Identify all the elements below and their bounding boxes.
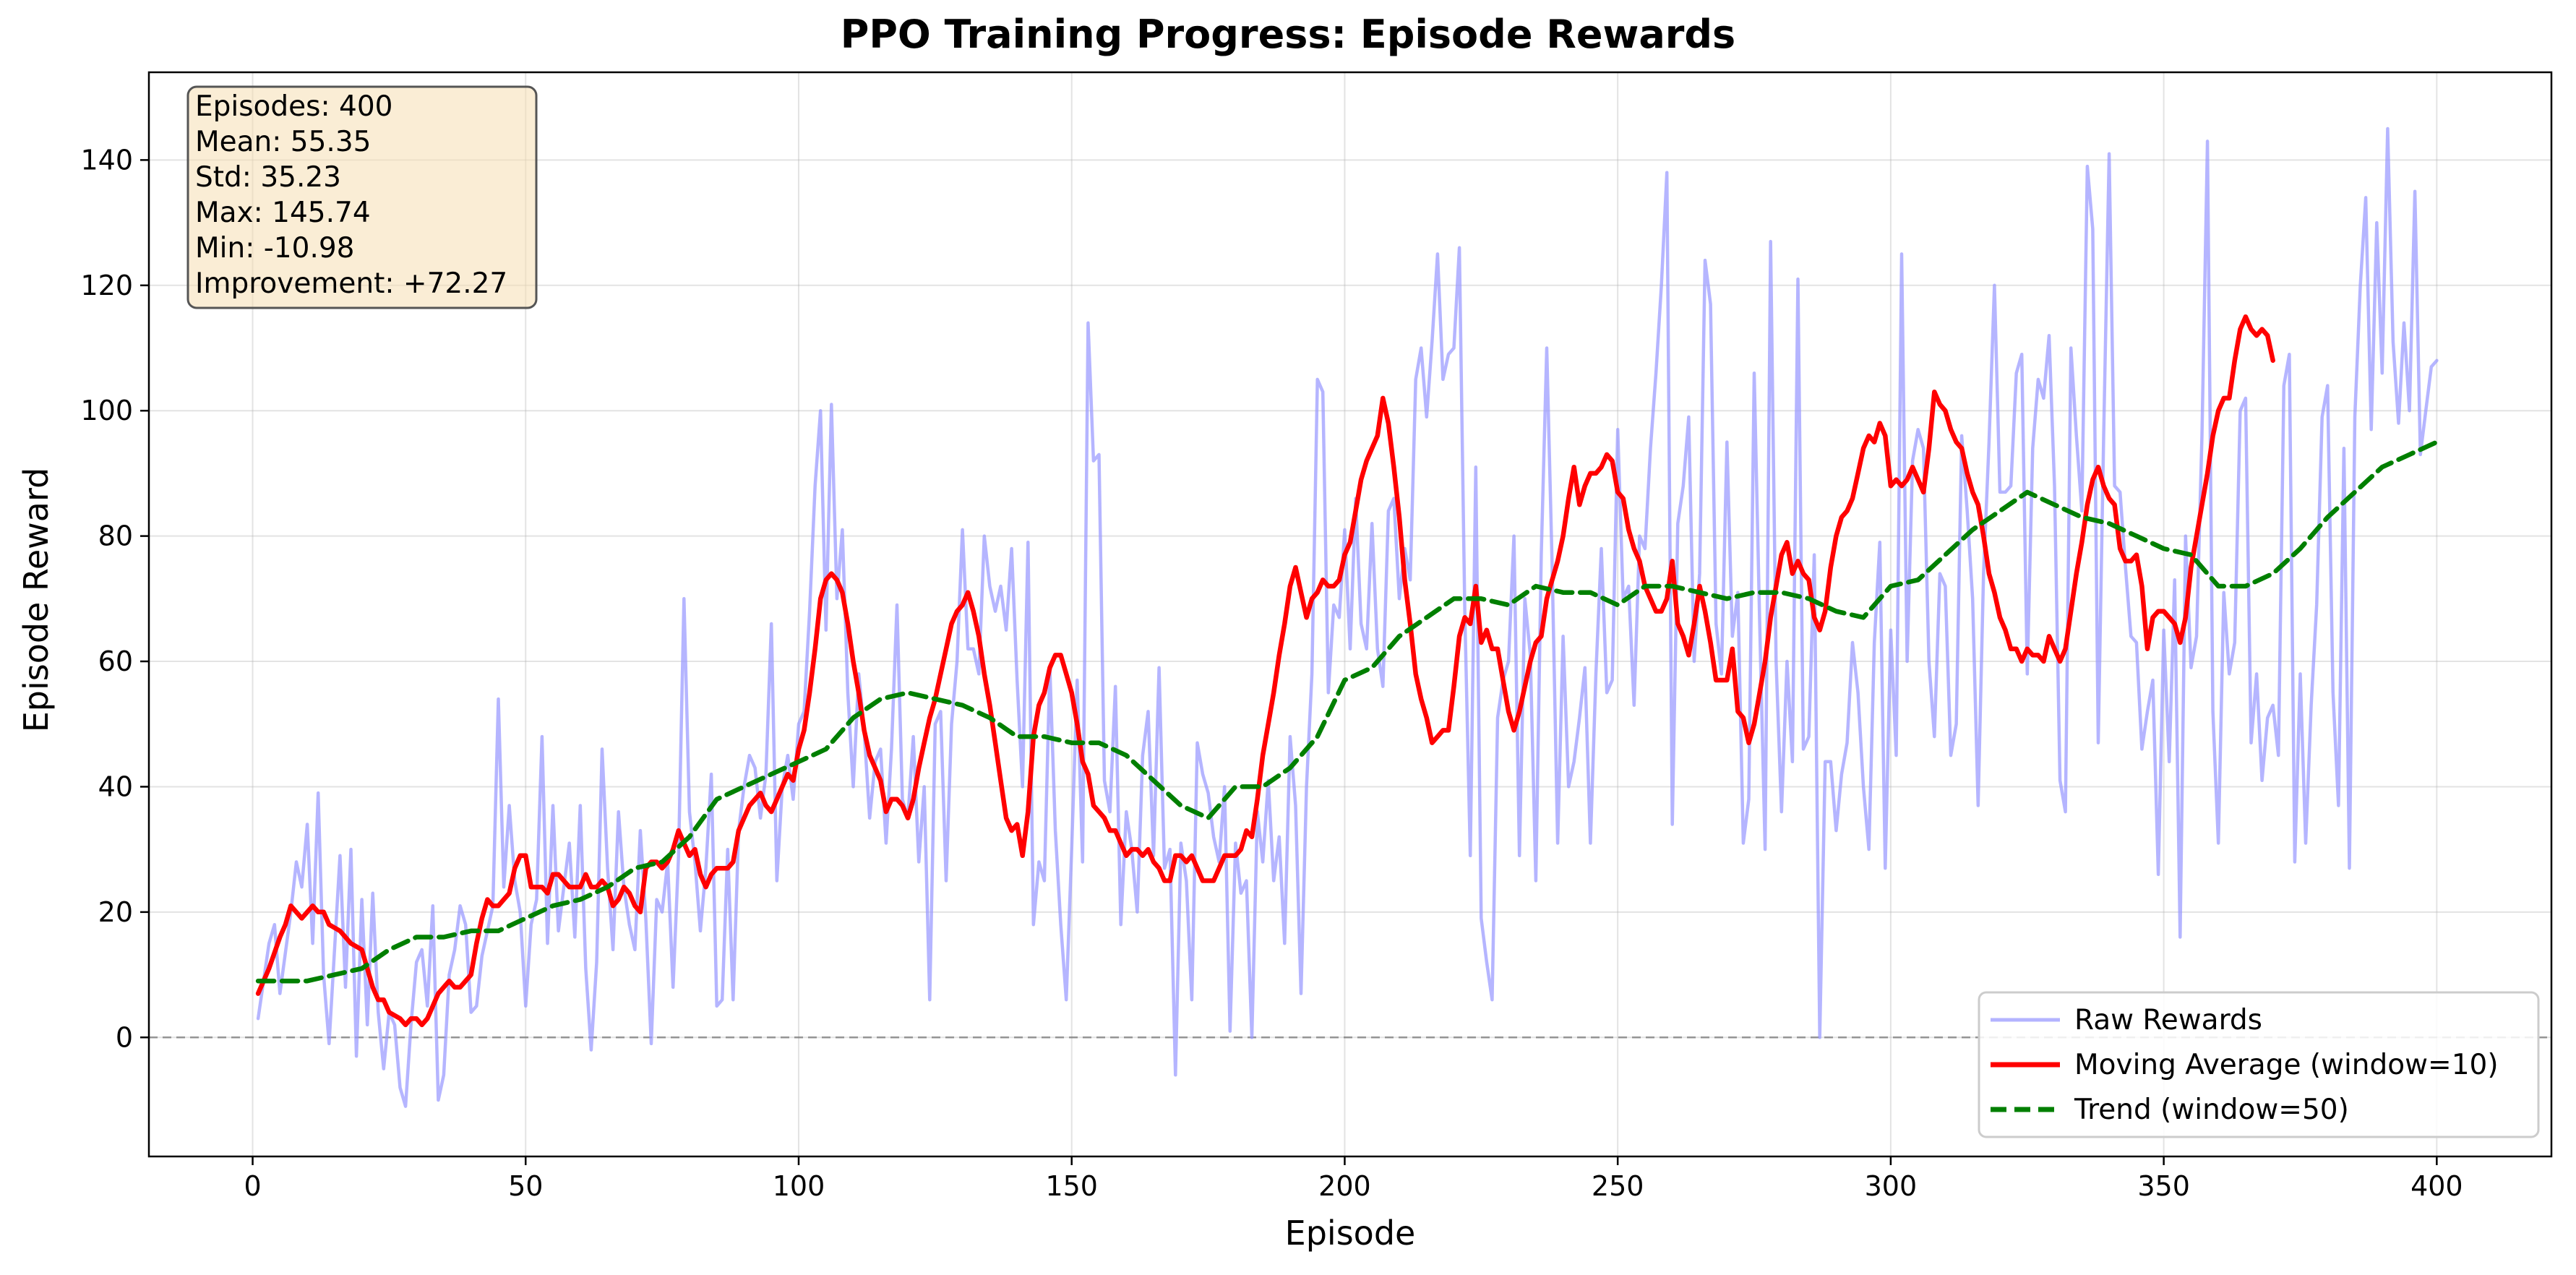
x-tick-label: 50 <box>508 1170 543 1202</box>
x-tick-label: 0 <box>244 1170 261 1202</box>
stats-line-std: Std: 35.23 <box>195 161 341 194</box>
stats-line-min: Min: -10.98 <box>195 232 354 265</box>
chart-title: PPO Training Progress: Episode Rewards <box>841 12 1735 57</box>
series-group <box>255 126 2439 1108</box>
legend: Raw Rewards Moving Average (window=10) T… <box>1978 991 2540 1138</box>
stats-line-max: Max: 145.74 <box>195 197 371 229</box>
x-tick-label: 250 <box>1592 1170 1644 1202</box>
stats-line-episodes: Episodes: 400 <box>195 90 392 123</box>
legend-label-trend: Trend (window=50) <box>2074 1094 2349 1126</box>
x-tick-label: 350 <box>2137 1170 2190 1202</box>
series-line-trend <box>255 439 2439 984</box>
y-tick-label: 20 <box>98 896 133 928</box>
series-line-moving-average <box>255 314 2275 1028</box>
x-tick-label: 300 <box>1865 1170 1918 1202</box>
y-tick-label: 100 <box>80 395 133 426</box>
x-tick-label: 400 <box>2410 1170 2463 1202</box>
plot-frame <box>147 71 2553 1158</box>
y-tick-label: 120 <box>80 270 133 301</box>
stats-line-mean: Mean: 55.35 <box>195 126 371 158</box>
y-tick-label: 140 <box>80 144 133 176</box>
legend-label-raw-rewards: Raw Rewards <box>2074 1004 2262 1036</box>
y-axis-label: Episode Reward <box>17 468 56 733</box>
y-tick-label: 0 <box>116 1021 133 1053</box>
x-axis-label: Episode <box>1285 1214 1416 1253</box>
axis-ticks: 0 50 100 150 200 250 300 350 400 0 20 40 60 80 100 120 1… <box>80 144 2463 1202</box>
x-tick-label: 100 <box>773 1170 825 1202</box>
y-tick-label: 40 <box>98 770 133 802</box>
x-tick-label: 200 <box>1318 1170 1371 1202</box>
stats-box: Episodes: 400 Mean: 55.35 Std: 35.23 Max… <box>186 85 538 309</box>
stats-line-improvement: Improvement: +72.27 <box>195 267 507 300</box>
x-tick-label: 150 <box>1045 1170 1098 1202</box>
y-tick-label: 80 <box>98 520 133 552</box>
legend-frame <box>1978 991 2540 1138</box>
stats-box-background <box>186 85 538 309</box>
legend-label-moving-average: Moving Average (window=10) <box>2074 1049 2499 1081</box>
y-tick-label: 60 <box>98 645 133 677</box>
